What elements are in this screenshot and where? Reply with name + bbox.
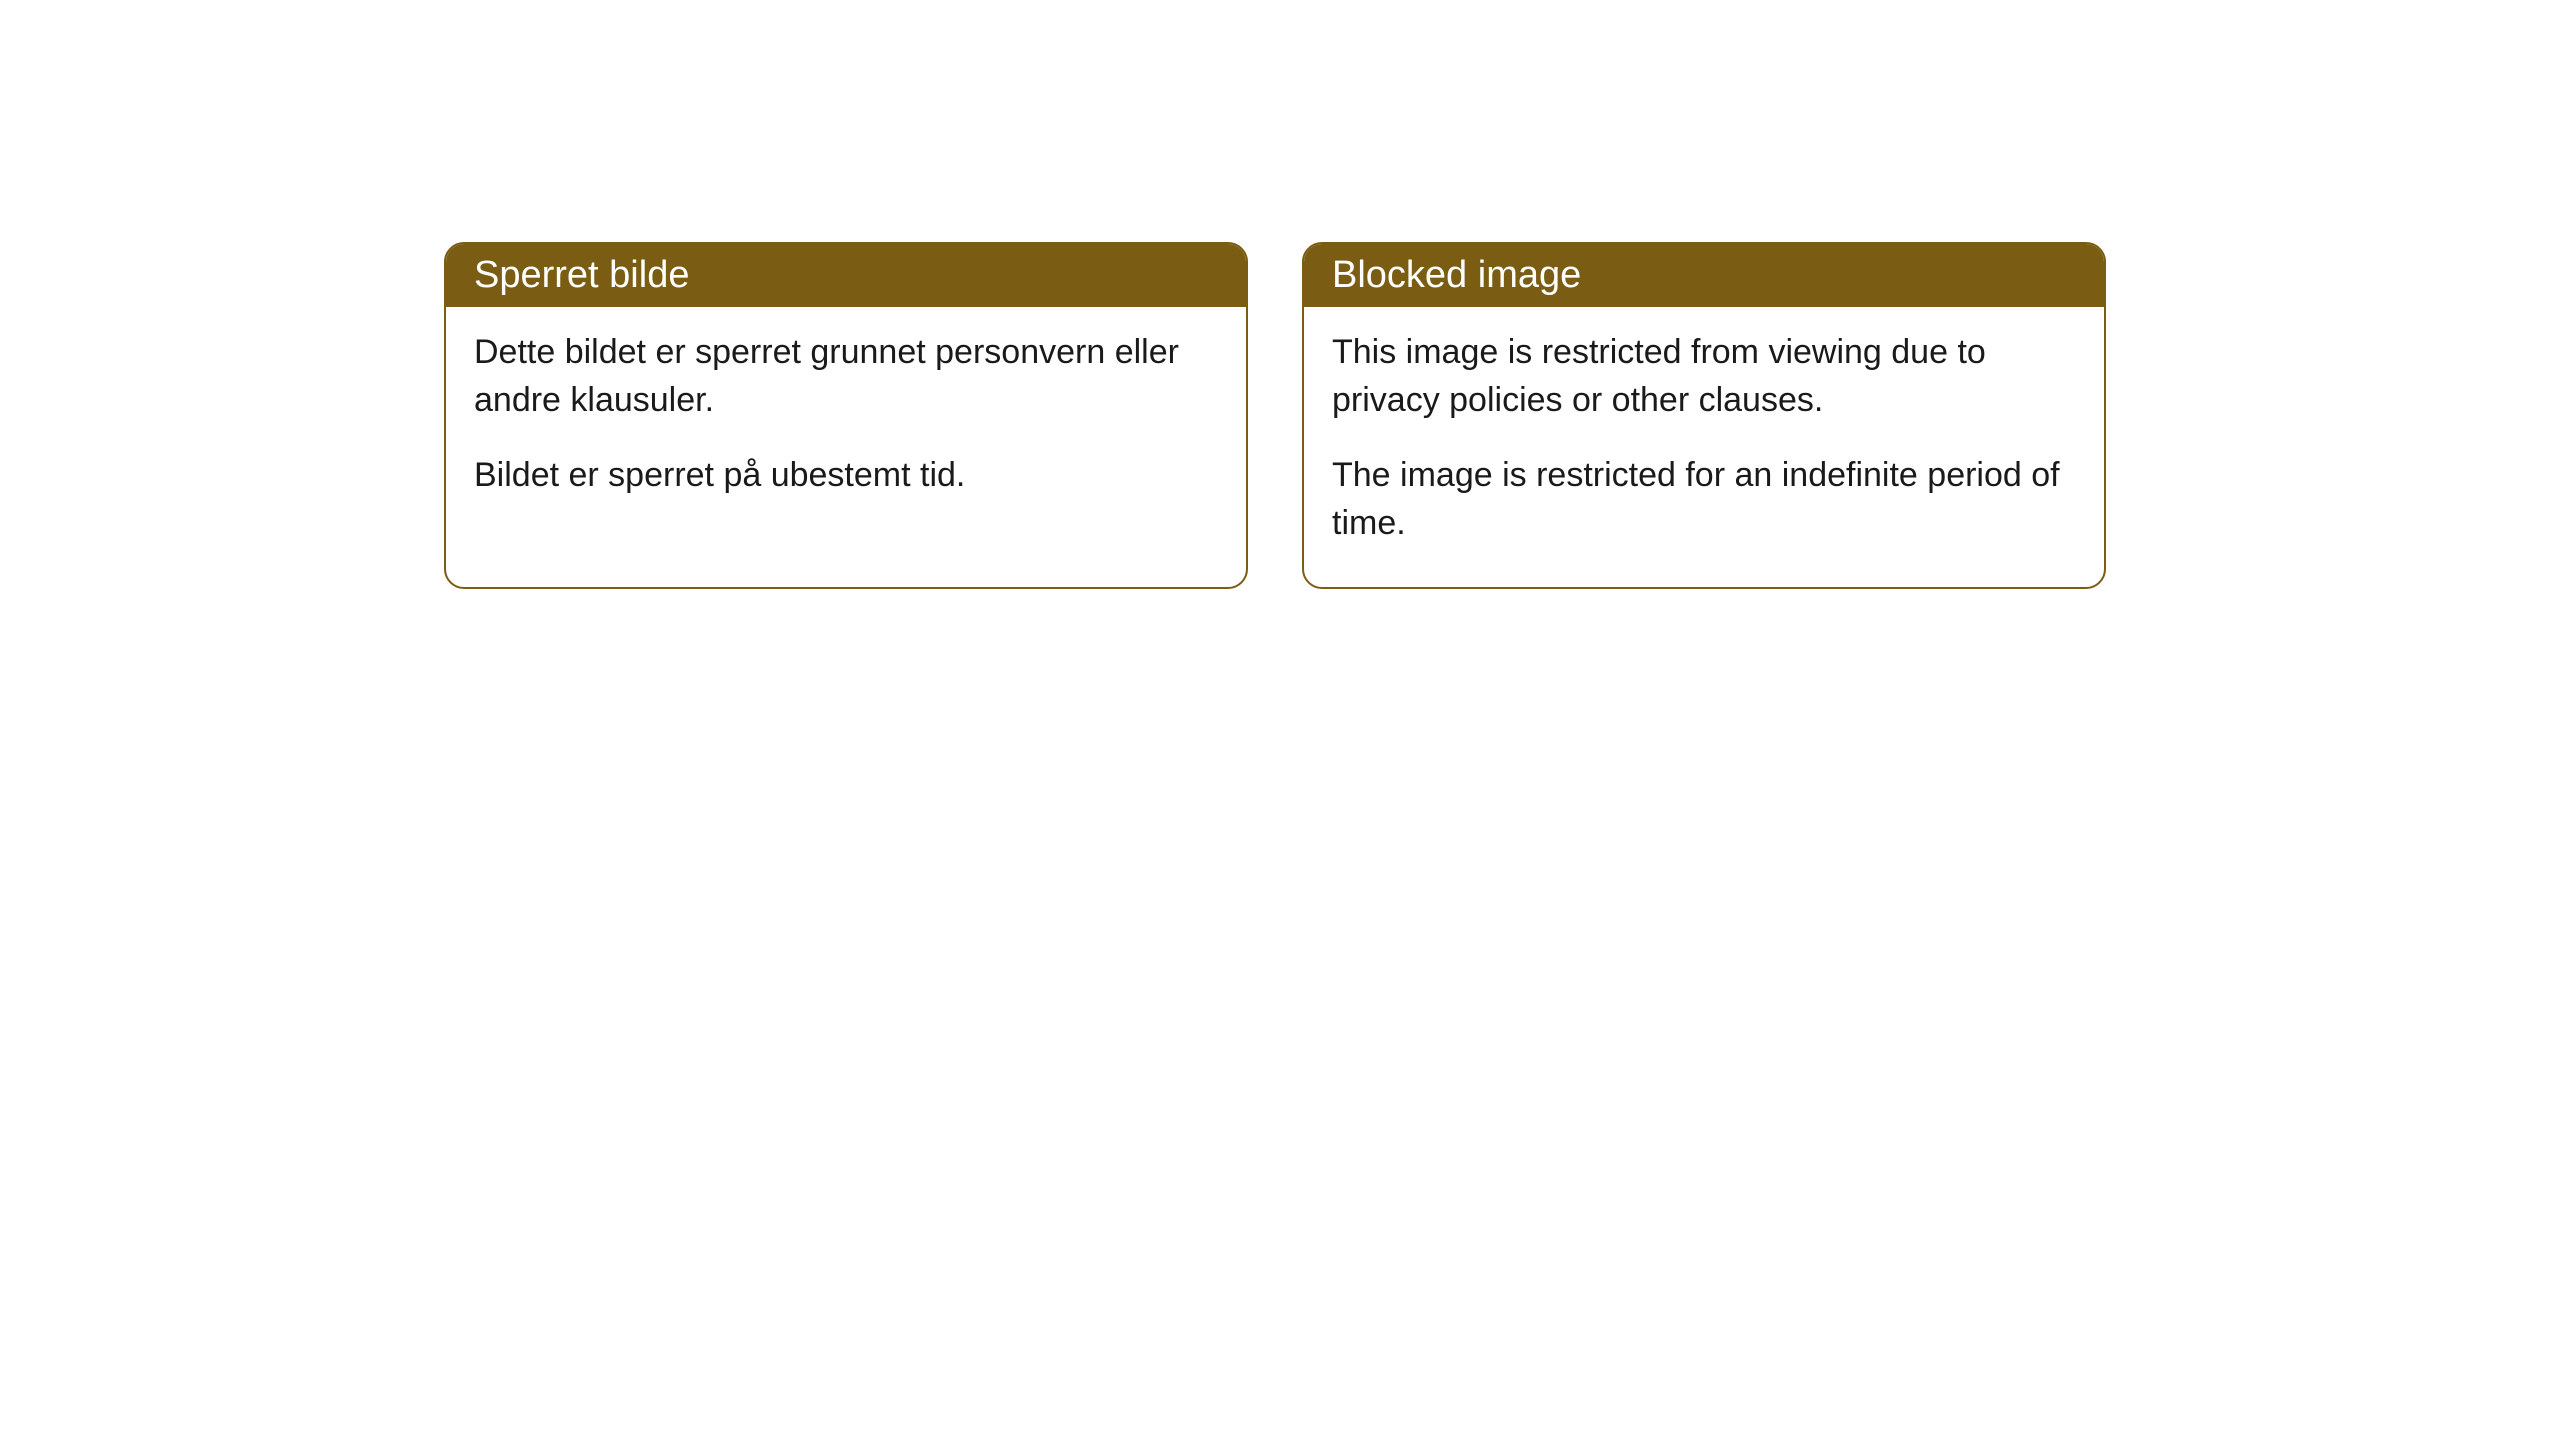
card-header: Sperret bilde bbox=[446, 244, 1246, 307]
blocked-image-card-english: Blocked image This image is restricted f… bbox=[1302, 242, 2106, 589]
cards-container: Sperret bilde Dette bildet er sperret gr… bbox=[0, 0, 2560, 589]
blocked-image-card-norwegian: Sperret bilde Dette bildet er sperret gr… bbox=[444, 242, 1248, 589]
card-header: Blocked image bbox=[1304, 244, 2104, 307]
card-body: This image is restricted from viewing du… bbox=[1304, 307, 2104, 587]
card-body: Dette bildet er sperret grunnet personve… bbox=[446, 307, 1246, 540]
card-paragraph-2: Bildet er sperret på ubestemt tid. bbox=[474, 452, 1218, 500]
card-paragraph-2: The image is restricted for an indefinit… bbox=[1332, 452, 2076, 547]
card-paragraph-1: Dette bildet er sperret grunnet personve… bbox=[474, 329, 1218, 424]
card-paragraph-1: This image is restricted from viewing du… bbox=[1332, 329, 2076, 424]
